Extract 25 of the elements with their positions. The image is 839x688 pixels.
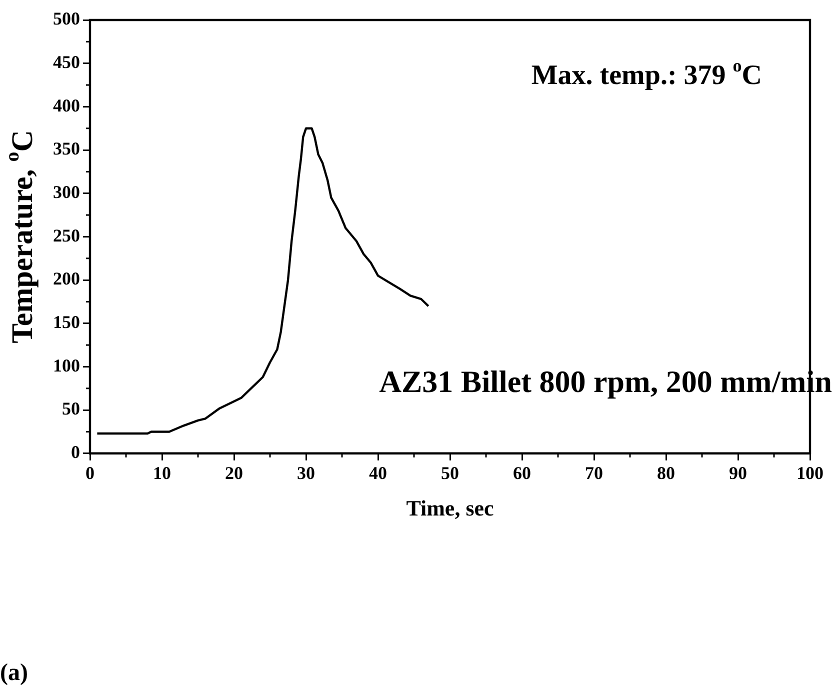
- y-tick-label: 0: [71, 442, 80, 462]
- y-tick-label: 250: [53, 225, 80, 246]
- x-axis-title: Time, sec: [406, 495, 494, 520]
- y-tick-label: 450: [53, 52, 80, 72]
- y-tick-label: 350: [53, 138, 80, 159]
- x-tick-label: 50: [441, 462, 459, 483]
- y-tick-label: 100: [53, 355, 80, 376]
- x-tick-label: 80: [657, 462, 675, 483]
- x-tick-label: 0: [86, 462, 94, 483]
- y-tick-label: 300: [53, 182, 80, 202]
- y-tick-label: 200: [53, 268, 80, 289]
- y-axis-title: Temperature, oC: [2, 130, 39, 344]
- y-tick-label: 400: [53, 95, 80, 116]
- y-tick-label: 50: [62, 398, 80, 419]
- x-tick-label: 60: [513, 462, 531, 483]
- x-tick-label: 70: [585, 462, 603, 483]
- x-tick-label: 40: [369, 462, 387, 483]
- x-tick-label: 90: [729, 462, 747, 483]
- x-tick-label: 10: [153, 462, 171, 483]
- x-tick-label: 30: [297, 462, 315, 483]
- y-tick-label: 500: [53, 8, 80, 29]
- x-tick-label: 100: [796, 462, 824, 483]
- y-tick-label: 150: [53, 312, 80, 332]
- x-tick-label: 20: [225, 462, 243, 483]
- text: (a): [0, 660, 28, 686]
